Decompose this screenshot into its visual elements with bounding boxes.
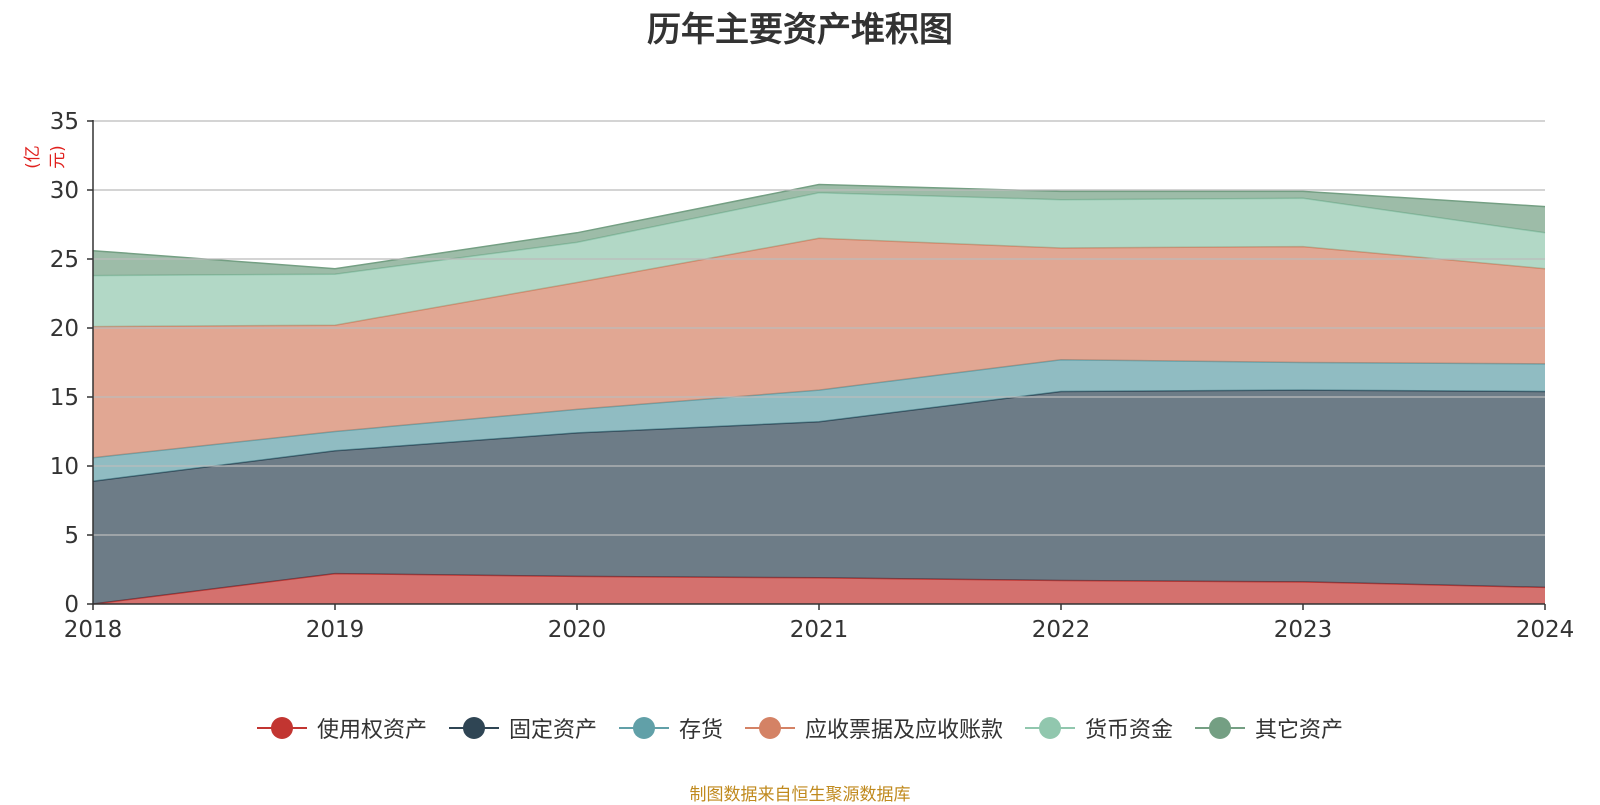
legend-label: 货币资金 bbox=[1085, 718, 1174, 743]
y-tick-label: 25 bbox=[50, 247, 79, 273]
legend-marker-dot bbox=[759, 717, 781, 739]
legend-marker-dot bbox=[1209, 717, 1232, 739]
legend-marker-dot bbox=[632, 717, 655, 739]
legend-marker bbox=[448, 714, 499, 742]
legend-label: 其它资产 bbox=[1255, 718, 1344, 743]
y-tick-label: 10 bbox=[50, 454, 79, 480]
legend-item-3[interactable]: 存货 bbox=[618, 712, 723, 744]
y-tick-label: 35 bbox=[50, 109, 79, 135]
y-tick-label: 15 bbox=[50, 385, 79, 411]
legend-marker bbox=[1195, 714, 1246, 742]
series-line-6 bbox=[92, 183, 1546, 270]
legend-marker bbox=[256, 714, 307, 742]
legend-label: 固定资产 bbox=[508, 718, 597, 743]
legend-label: 存货 bbox=[678, 718, 723, 743]
legend-item-2[interactable]: 固定资产 bbox=[448, 712, 597, 744]
data-source-footer: 制图数据来自恒生聚源数据库 bbox=[689, 785, 911, 805]
y-tick-label: 30 bbox=[50, 178, 79, 204]
legend-marker bbox=[618, 714, 669, 742]
x-tick-label: 2023 bbox=[1274, 617, 1333, 643]
area-4 bbox=[93, 238, 1545, 458]
x-tick-label: 2020 bbox=[548, 617, 607, 643]
legend-marker-dot bbox=[462, 717, 485, 739]
area-5 bbox=[93, 192, 1545, 327]
legend-item-1[interactable]: 使用权资产 bbox=[256, 712, 427, 744]
y-tick-label: 20 bbox=[50, 316, 79, 342]
legend-item-6[interactable]: 其它资产 bbox=[1195, 712, 1343, 744]
x-tick-label: 2021 bbox=[790, 617, 849, 643]
area-3 bbox=[93, 359, 1545, 482]
y-tick-label: 5 bbox=[64, 523, 79, 549]
y-tick-label: 0 bbox=[64, 592, 79, 618]
area-1 bbox=[93, 573, 1545, 604]
chart-title: 历年主要资产堆积图 bbox=[647, 10, 953, 50]
x-tick-label: 2019 bbox=[306, 617, 365, 643]
chart-legend: 使用权资产 固定资产 存货 应收票据及应收账款 货币资金 其它资产 bbox=[0, 712, 1600, 744]
legend-marker-dot bbox=[270, 717, 293, 739]
legend-item-4[interactable]: 应收票据及应收账款 bbox=[745, 712, 1003, 744]
legend-item-5[interactable]: 货币资金 bbox=[1025, 712, 1173, 744]
legend-marker bbox=[1025, 714, 1076, 742]
area-2 bbox=[93, 390, 1545, 604]
legend-label: 使用权资产 bbox=[316, 718, 427, 743]
x-tick-label: 2024 bbox=[1516, 617, 1575, 643]
legend-label: 应收票据及应收账款 bbox=[805, 718, 1004, 743]
x-tick-label: 2018 bbox=[64, 617, 123, 643]
legend-marker bbox=[745, 714, 795, 742]
legend-marker-dot bbox=[1039, 717, 1062, 739]
area-6 bbox=[93, 184, 1545, 276]
x-tick-label: 2022 bbox=[1032, 617, 1091, 643]
